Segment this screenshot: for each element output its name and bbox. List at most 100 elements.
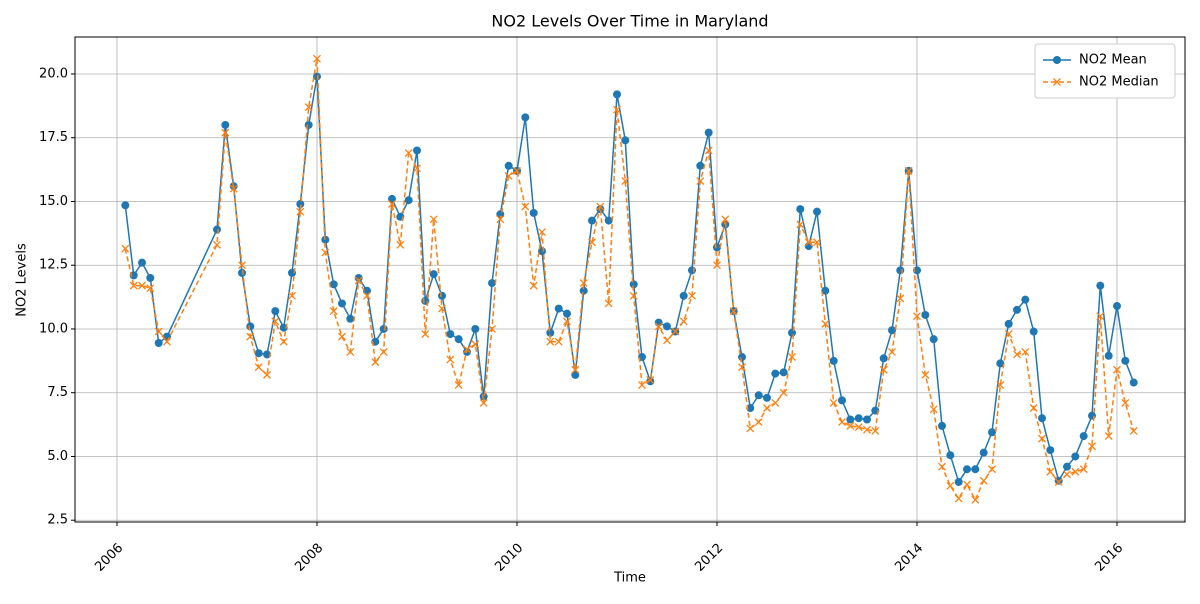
marker xyxy=(363,286,371,295)
marker xyxy=(154,327,163,336)
marker xyxy=(954,494,963,503)
marker xyxy=(304,120,313,129)
x-axis-label: Time xyxy=(613,571,646,586)
marker xyxy=(1079,432,1088,441)
marker xyxy=(704,128,713,137)
marker xyxy=(471,340,480,349)
marker xyxy=(579,286,588,295)
marker xyxy=(588,238,596,247)
marker xyxy=(671,327,680,336)
marker xyxy=(221,120,230,129)
marker xyxy=(888,347,896,356)
marker xyxy=(829,356,838,365)
marker xyxy=(1088,411,1096,420)
legend-marker xyxy=(1053,78,1061,86)
marker xyxy=(146,284,155,293)
marker xyxy=(696,177,705,186)
marker xyxy=(638,381,646,390)
marker xyxy=(754,418,763,427)
y-tick-label: 5.0 xyxy=(47,449,68,464)
marker xyxy=(488,279,496,288)
marker xyxy=(613,90,621,99)
marker xyxy=(538,228,546,237)
marker xyxy=(804,242,813,251)
marker xyxy=(854,414,863,423)
marker xyxy=(321,248,330,257)
marker xyxy=(821,319,830,328)
marker xyxy=(971,495,980,504)
marker xyxy=(713,261,721,270)
marker xyxy=(788,353,796,361)
marker xyxy=(288,291,296,300)
marker xyxy=(413,164,421,173)
marker xyxy=(238,268,246,277)
marker xyxy=(429,215,438,224)
chart-title: NO2 Levels Over Time in Maryland xyxy=(491,12,768,31)
marker xyxy=(271,317,280,326)
marker xyxy=(313,54,321,63)
marker xyxy=(371,358,380,367)
marker xyxy=(854,423,863,432)
marker xyxy=(1021,347,1030,356)
marker xyxy=(138,258,146,267)
marker xyxy=(421,330,430,339)
marker xyxy=(396,240,405,249)
marker xyxy=(604,216,613,225)
marker xyxy=(438,304,446,313)
marker xyxy=(621,177,630,186)
marker xyxy=(1004,319,1013,328)
marker xyxy=(721,215,730,224)
marker xyxy=(1054,478,1063,486)
marker xyxy=(954,477,963,486)
marker xyxy=(263,350,271,359)
marker xyxy=(763,404,771,412)
marker xyxy=(154,338,163,347)
marker xyxy=(563,309,571,318)
marker xyxy=(663,336,671,345)
marker xyxy=(254,349,263,358)
marker xyxy=(788,328,796,337)
marker xyxy=(996,381,1005,390)
marker xyxy=(446,330,455,339)
y-tick-label: 10.0 xyxy=(39,321,68,336)
marker xyxy=(846,421,855,430)
marker xyxy=(738,363,746,372)
marker xyxy=(138,281,146,290)
marker xyxy=(1079,465,1088,474)
marker xyxy=(496,215,505,224)
marker xyxy=(296,200,305,209)
marker xyxy=(738,353,746,362)
marker xyxy=(1071,467,1080,476)
marker xyxy=(546,328,555,337)
marker xyxy=(1004,330,1013,339)
marker xyxy=(1013,350,1021,359)
marker xyxy=(779,388,788,397)
marker xyxy=(846,415,855,424)
marker xyxy=(663,322,671,331)
marker xyxy=(221,128,230,137)
marker xyxy=(629,291,638,300)
marker xyxy=(521,202,530,211)
marker xyxy=(688,266,696,275)
marker xyxy=(229,184,238,193)
marker xyxy=(804,238,813,247)
marker xyxy=(554,304,563,313)
marker xyxy=(1113,365,1121,374)
marker xyxy=(796,220,805,229)
marker xyxy=(504,172,513,180)
marker xyxy=(546,337,555,346)
marker xyxy=(754,391,763,400)
marker xyxy=(479,398,488,407)
marker xyxy=(529,208,538,217)
marker xyxy=(479,392,488,401)
marker xyxy=(271,307,280,316)
marker xyxy=(771,398,780,407)
marker xyxy=(979,476,988,485)
y-tick-label: 2.5 xyxy=(47,513,68,528)
marker xyxy=(1038,434,1046,443)
marker xyxy=(213,240,221,249)
marker xyxy=(129,271,138,280)
marker xyxy=(463,345,471,354)
marker xyxy=(921,370,930,379)
y-tick-label: 20.0 xyxy=(39,66,68,81)
